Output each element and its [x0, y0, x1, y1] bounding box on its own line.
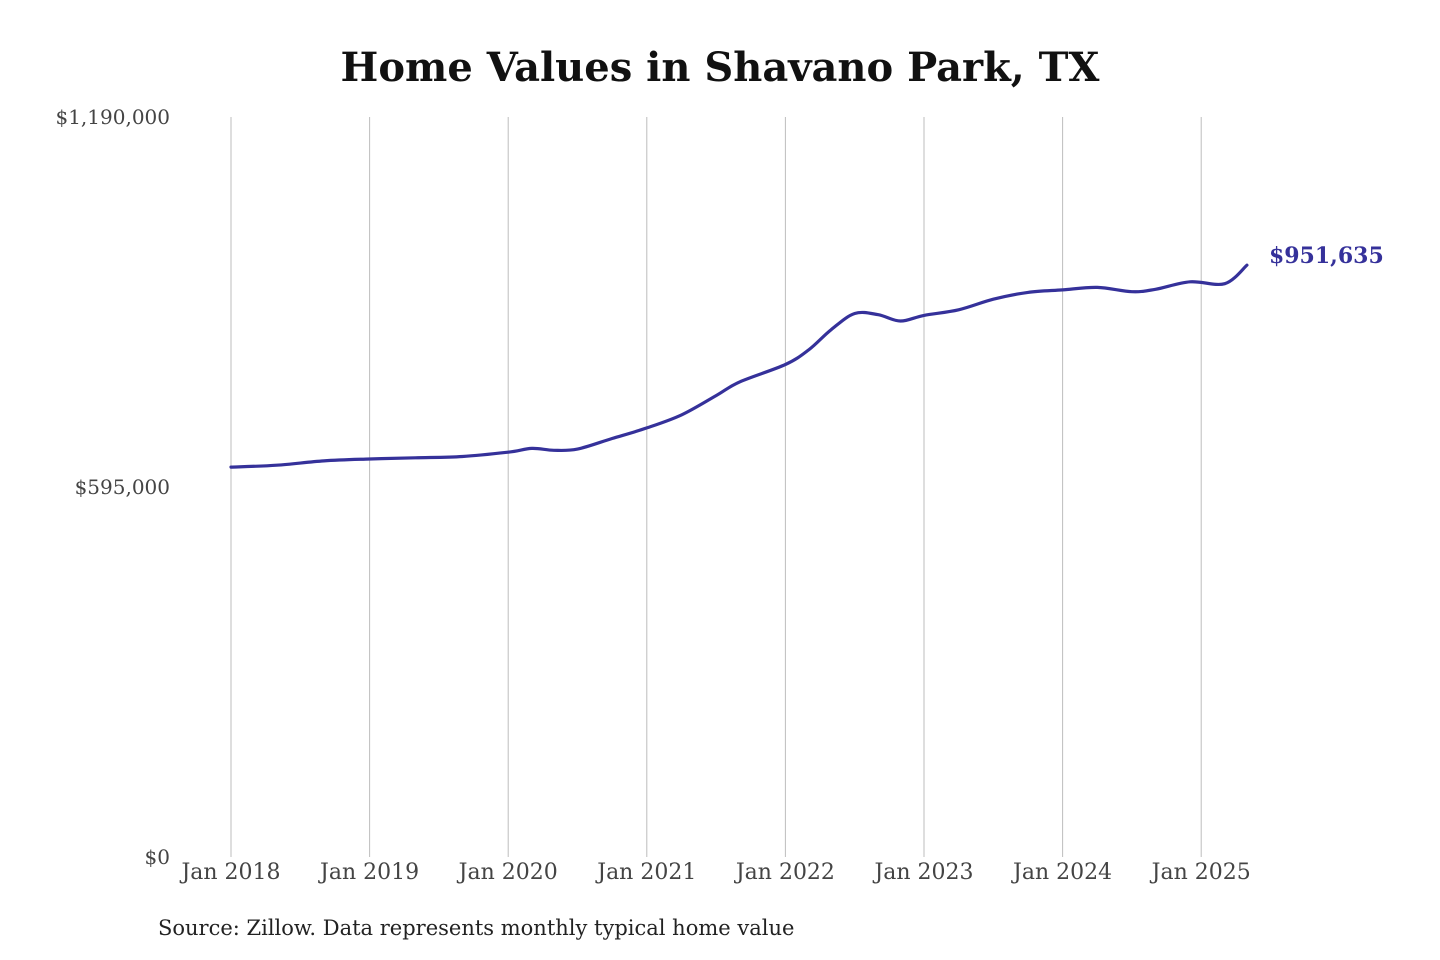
series-layer: [229, 263, 1249, 469]
x-tick-label: Jan 2019: [318, 860, 419, 885]
grid-layer: [230, 117, 1202, 857]
chart-title: Home Values in Shavano Park, TX: [340, 44, 1100, 91]
x-tick-label: Jan 2023: [872, 860, 973, 885]
end-value-label: $951,635: [1269, 243, 1384, 269]
source-note: Source: Zillow. Data represents monthly …: [158, 916, 795, 940]
x-tick-label: Jan 2025: [1150, 860, 1251, 885]
x-tick-label: Jan 2022: [734, 860, 835, 885]
y-tick-label: $595,000: [75, 475, 170, 499]
x-tick-label: Jan 2020: [457, 860, 558, 885]
label-layer: $951,635: [1269, 243, 1384, 269]
series-line: [229, 263, 1249, 469]
y-tick-label: $0: [145, 845, 170, 869]
x-tick-label: Jan 2024: [1011, 860, 1112, 885]
y-tick-label: $1,190,000: [55, 105, 170, 129]
axis-layer: Jan 2018 Jan 2019 Jan 2020 Jan 2021 Jan 2022…: [55, 105, 1250, 885]
x-tick-label: Jan 2018: [179, 860, 280, 885]
x-tick-label: Jan 2021: [595, 860, 696, 885]
